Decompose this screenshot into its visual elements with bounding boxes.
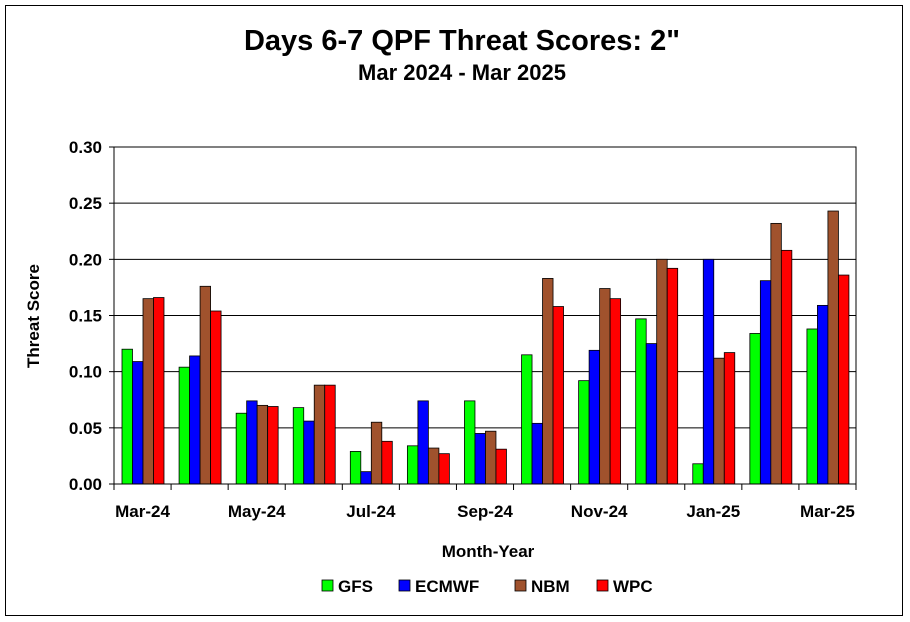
bar-nbm-may-24 xyxy=(256,404,269,485)
bar-wpc-dec-24 xyxy=(666,267,679,485)
bar-nbm-mar-25 xyxy=(827,210,839,485)
gridlines xyxy=(114,146,856,429)
chart-subtitle: Mar 2024 - Mar 2025 xyxy=(358,60,566,85)
y-tick-label: 0.00 xyxy=(69,475,102,494)
x-tick-label: Sep-24 xyxy=(457,502,513,521)
x-axis-label: Month-Year xyxy=(442,542,535,561)
bar-ecmwf-sep-24 xyxy=(474,433,486,485)
bar-wpc-jun-24 xyxy=(324,384,336,485)
bar-wpc-aug-24 xyxy=(438,453,450,485)
bar-nbm-sep-24 xyxy=(485,430,497,485)
bar-ecmwf-jun-24 xyxy=(303,420,315,485)
bar-gfs-apr-24 xyxy=(178,366,190,485)
bar-gfs-feb-25 xyxy=(749,333,761,485)
legend-swatch-nbm xyxy=(514,579,527,592)
legend-swatch-ecmwf xyxy=(398,579,411,592)
bar-wpc-mar-25 xyxy=(838,274,850,485)
y-axis-ticks: 0.00 0.05 0.10 0.15 0.20 0.25 0.30 xyxy=(69,138,114,494)
bar-nbm-aug-24 xyxy=(427,447,440,485)
bar-ecmwf-jan-25 xyxy=(702,258,715,485)
chart-title: Days 6-7 QPF Threat Scores: 2" xyxy=(244,25,680,57)
bar-nbm-jul-24 xyxy=(370,421,383,485)
y-tick-label: 0.10 xyxy=(69,363,102,382)
bar-gfs-mar-25 xyxy=(806,328,818,485)
bar-nbm-nov-24 xyxy=(599,288,611,485)
bar-nbm-dec-24 xyxy=(656,258,668,485)
bar-wpc-feb-25 xyxy=(780,249,793,485)
bar-ecmwf-aug-24 xyxy=(417,400,429,485)
bar-gfs-dec-24 xyxy=(635,318,647,485)
bar-ecmwf-nov-24 xyxy=(588,349,601,485)
bar-gfs-mar-24 xyxy=(121,348,133,485)
bars xyxy=(121,210,850,485)
y-axis-label: Threat Score xyxy=(24,264,43,368)
bar-ecmwf-dec-24 xyxy=(645,343,658,485)
x-tick-label: May-24 xyxy=(228,502,286,521)
bar-wpc-nov-24 xyxy=(609,298,622,485)
bar-gfs-aug-24 xyxy=(406,445,419,485)
y-tick-label: 0.30 xyxy=(69,138,102,157)
bar-nbm-jan-25 xyxy=(713,357,725,485)
bar-ecmwf-jul-24 xyxy=(360,471,372,485)
x-tick-label: Mar-24 xyxy=(115,502,170,521)
legend-swatch-wpc xyxy=(596,579,609,592)
bar-wpc-jul-24 xyxy=(381,440,393,485)
bar-ecmwf-mar-25 xyxy=(817,304,829,485)
bar-ecmwf-may-24 xyxy=(246,400,258,485)
x-tick-label: Mar-25 xyxy=(800,502,855,521)
bar-nbm-apr-24 xyxy=(199,285,211,485)
y-tick-label: 0.25 xyxy=(69,194,102,213)
x-tick-label: Jul-24 xyxy=(346,502,396,521)
legend-swatch-gfs xyxy=(321,579,334,592)
bar-nbm-jun-24 xyxy=(313,384,326,485)
bar-wpc-sep-24 xyxy=(495,448,507,485)
y-tick-label: 0.05 xyxy=(69,419,102,438)
y-tick-label: 0.20 xyxy=(69,250,102,269)
x-tick-label: Jan-25 xyxy=(686,502,740,521)
bar-gfs-jul-24 xyxy=(349,451,362,485)
x-tick-label: Nov-24 xyxy=(571,502,628,521)
legend-label-ecmwf: ECMWF xyxy=(415,577,479,596)
bar-ecmwf-mar-24 xyxy=(132,361,144,485)
bar-nbm-feb-25 xyxy=(770,222,782,485)
bar-gfs-sep-24 xyxy=(464,400,476,485)
bar-gfs-may-24 xyxy=(235,412,248,485)
legend-label-gfs: GFS xyxy=(338,577,373,596)
bar-gfs-jun-24 xyxy=(292,407,305,485)
bar-ecmwf-apr-24 xyxy=(189,355,201,485)
bar-ecmwf-oct-24 xyxy=(531,422,543,485)
y-tick-label: 0.15 xyxy=(69,307,102,326)
bar-wpc-jan-25 xyxy=(723,352,736,485)
bar-wpc-mar-24 xyxy=(153,297,165,485)
bar-wpc-oct-24 xyxy=(552,306,564,485)
bar-gfs-jan-25 xyxy=(692,463,704,485)
bar-wpc-apr-24 xyxy=(210,310,222,485)
bar-wpc-may-24 xyxy=(267,406,279,485)
bar-ecmwf-feb-25 xyxy=(759,280,772,485)
legend-label-wpc: WPC xyxy=(613,577,653,596)
legend-label-nbm: NBM xyxy=(531,577,570,596)
legend: GFS ECMWF NBM WPC xyxy=(321,577,653,596)
bar-nbm-oct-24 xyxy=(542,278,554,485)
bar-gfs-nov-24 xyxy=(578,380,590,485)
bar-gfs-oct-24 xyxy=(521,354,533,485)
bar-nbm-mar-24 xyxy=(142,298,154,485)
x-axis-ticks: Mar-24 May-24 Jul-24 Sep-24 Nov-24 Jan-25 Mar-… xyxy=(113,484,857,521)
